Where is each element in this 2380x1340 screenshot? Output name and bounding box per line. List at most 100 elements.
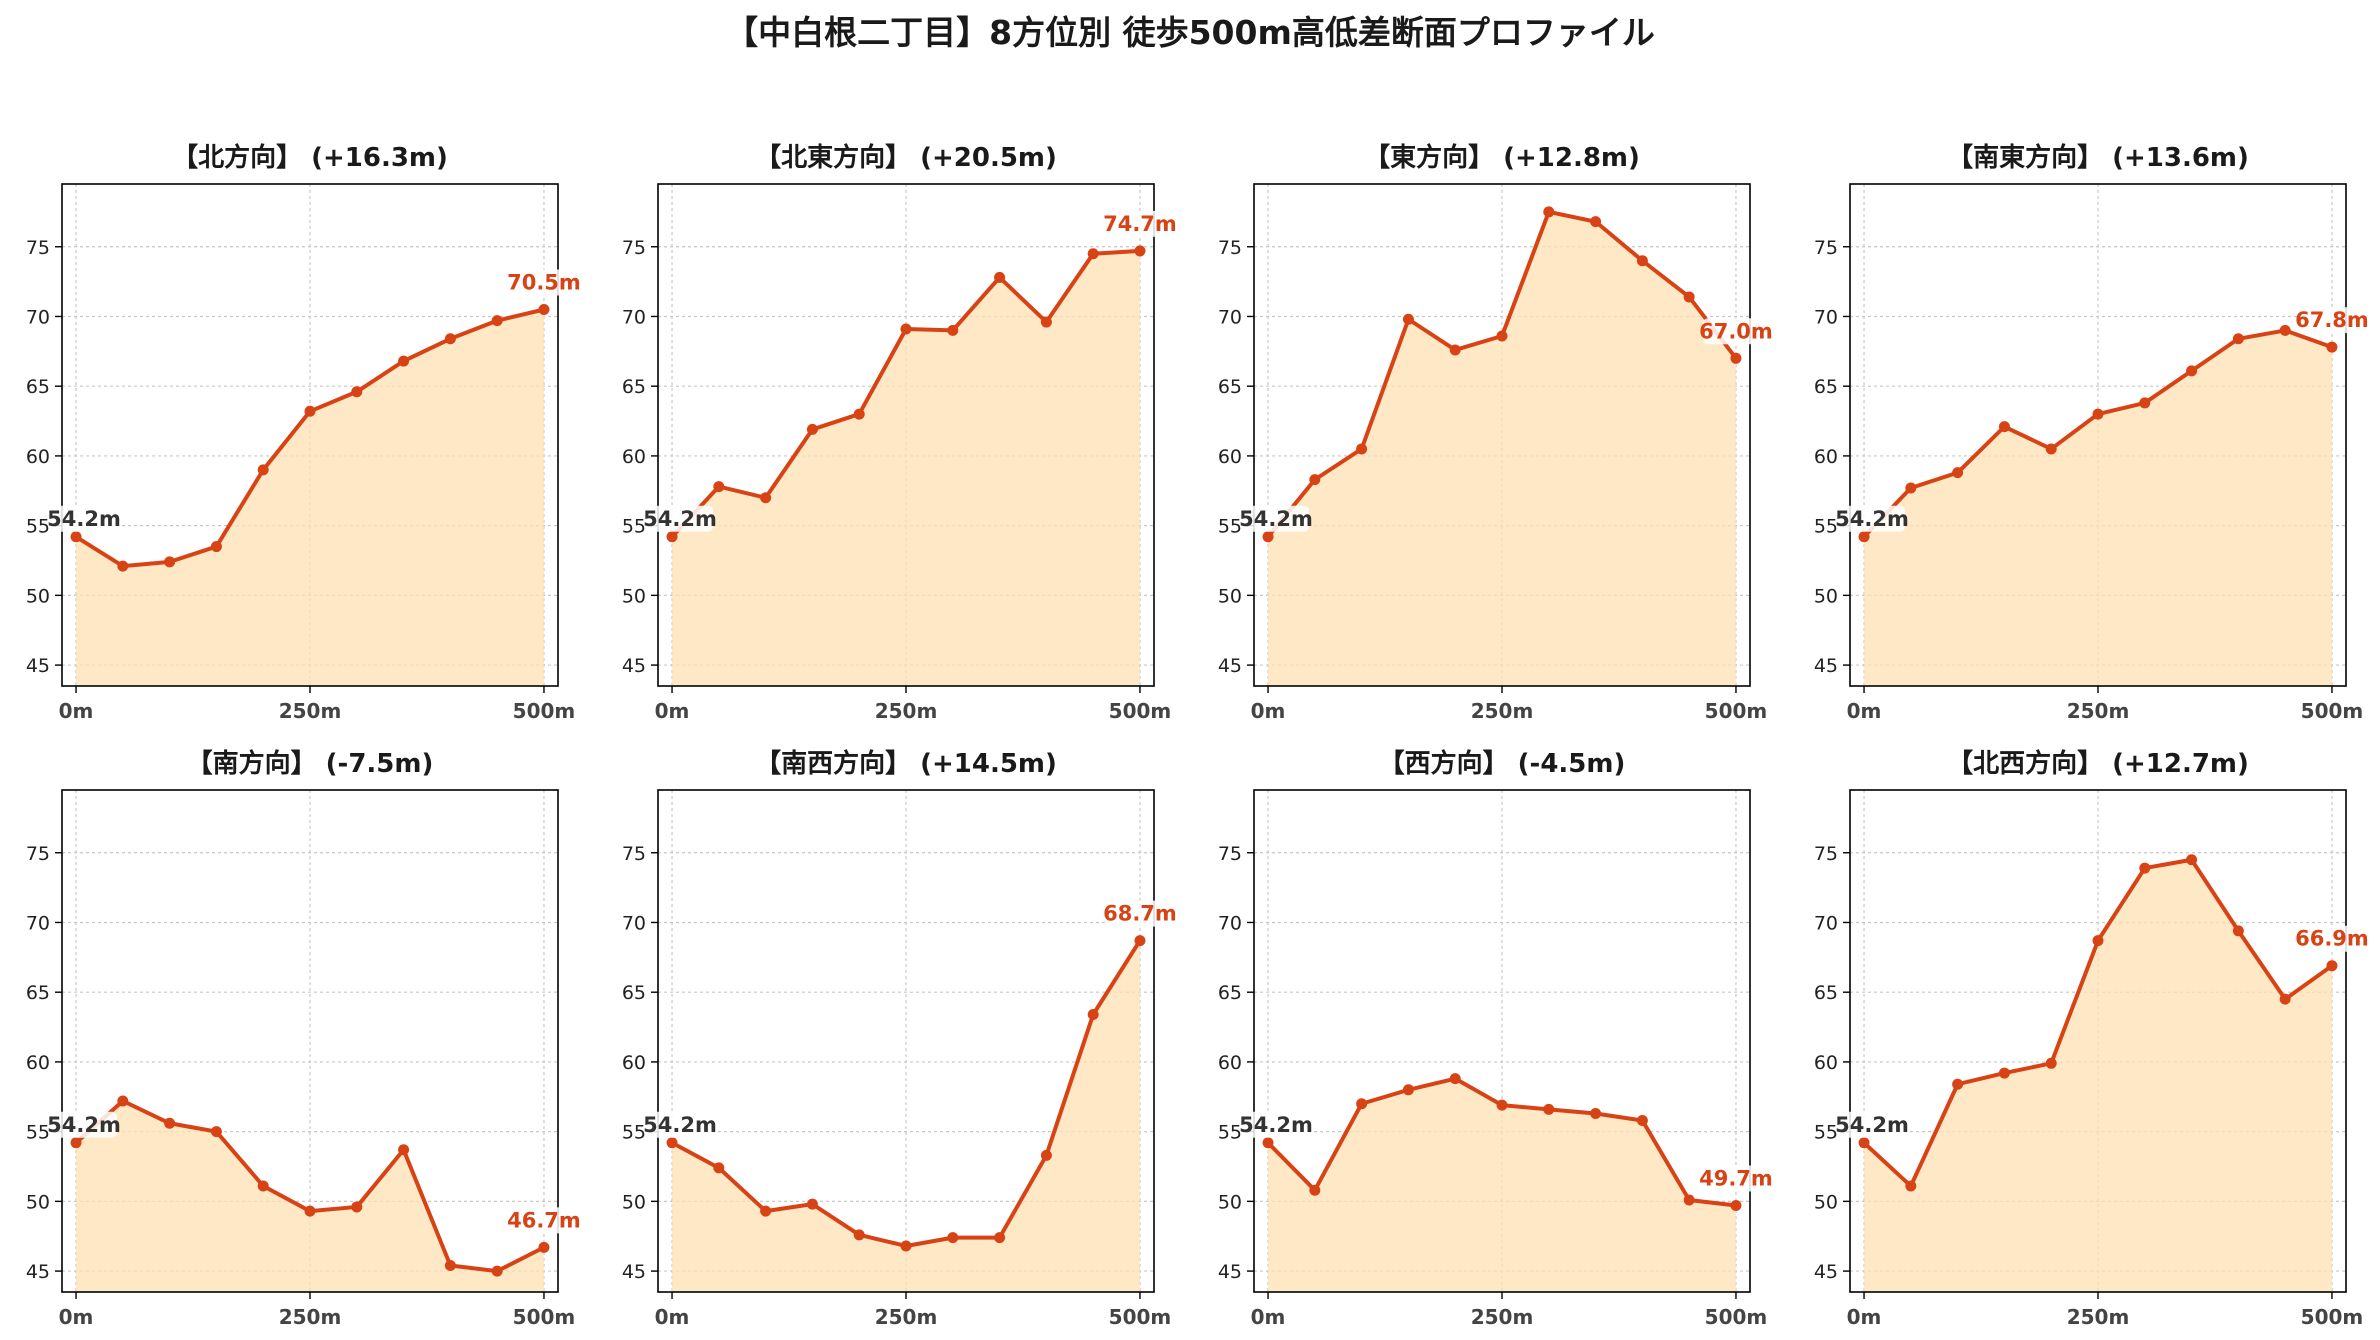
data-point xyxy=(70,531,82,543)
end-label-box xyxy=(2298,307,2365,334)
y-tick-label: 65 xyxy=(1218,982,1242,1004)
panel-0: 【北方向】 (+16.3m) 45 50 55 60 65 70 75 0m 250m 500m 54… xyxy=(26,142,581,723)
y-tick-label: 65 xyxy=(1814,982,1838,1004)
panel-3: 【南東方向】 (+13.6m) 45 50 55 60 65 70 75 0m 250m 500m 5… xyxy=(1814,142,2369,723)
y-tick-label: 45 xyxy=(26,1261,50,1283)
end-label: 70.5m xyxy=(507,271,581,295)
y-tick-label: 55 xyxy=(1814,516,1838,538)
x-tick-label: 500m xyxy=(1109,1305,1172,1329)
start-label: 54.2m xyxy=(1239,507,1313,531)
y-tick-label: 75 xyxy=(1218,237,1242,259)
y-tick-label: 70 xyxy=(622,912,646,934)
data-point xyxy=(666,531,678,543)
panel-4: 【南方向】 (-7.5m) 45 50 55 60 65 70 75 0m 250m 500m 54.… xyxy=(26,748,581,1329)
data-point xyxy=(257,464,269,476)
data-point xyxy=(1402,1084,1414,1096)
y-tick-label: 45 xyxy=(1814,655,1838,677)
y-tick-label: 65 xyxy=(1814,376,1838,398)
panel-6: 【西方向】 (-4.5m) 45 50 55 60 65 70 75 0m 250m 500m 54.… xyxy=(1218,748,1773,1329)
y-tick-label: 75 xyxy=(622,237,646,259)
data-point xyxy=(2186,854,2198,866)
data-point xyxy=(2326,341,2338,353)
data-point xyxy=(1134,245,1146,257)
x-tick-label: 250m xyxy=(279,699,342,723)
y-tick-label: 75 xyxy=(1814,237,1838,259)
start-label-box xyxy=(1839,1111,1906,1138)
data-point xyxy=(1087,1009,1099,1021)
start-label-box xyxy=(1243,505,1310,532)
data-point xyxy=(1683,1194,1695,1206)
end-label: 49.7m xyxy=(1699,1167,1773,1191)
x-tick-label: 500m xyxy=(1705,699,1768,723)
panel-title: 【北東方向】 (+20.5m) xyxy=(755,142,1057,173)
y-tick-label: 55 xyxy=(1218,516,1242,538)
data-point xyxy=(538,1241,550,1253)
x-tick-label: 250m xyxy=(2067,699,2130,723)
y-tick-label: 60 xyxy=(1814,446,1838,468)
data-point xyxy=(2092,935,2104,947)
data-point xyxy=(70,1137,82,1149)
y-tick-label: 60 xyxy=(1814,1052,1838,1074)
start-label-box xyxy=(51,1111,118,1138)
start-label: 54.2m xyxy=(643,507,717,531)
data-point xyxy=(1952,1078,1964,1090)
data-point xyxy=(117,1095,129,1107)
area-fill xyxy=(1268,1078,1736,1292)
data-point xyxy=(1905,1180,1917,1192)
data-point xyxy=(2092,408,2104,420)
y-tick-label: 60 xyxy=(622,446,646,468)
data-point xyxy=(713,481,725,493)
end-label-box xyxy=(1106,900,1173,927)
data-point xyxy=(900,323,912,335)
y-tick-label: 60 xyxy=(1218,446,1242,468)
data-point xyxy=(853,408,865,420)
data-point xyxy=(444,333,456,345)
panels: 【北方向】 (+16.3m) 45 50 55 60 65 70 75 0m 250m 500m 54… xyxy=(26,142,2369,1329)
start-label: 54.2m xyxy=(1835,507,1909,531)
data-point xyxy=(1858,531,1870,543)
start-label: 54.2m xyxy=(1239,1113,1313,1137)
y-tick-label: 50 xyxy=(622,1191,646,1213)
end-label-box xyxy=(2298,925,2365,952)
end-label: 67.0m xyxy=(1699,319,1773,343)
end-label-box xyxy=(1106,210,1173,237)
y-tick-label: 65 xyxy=(622,376,646,398)
start-label: 54.2m xyxy=(47,507,121,531)
y-tick-label: 75 xyxy=(622,843,646,865)
x-tick-label: 250m xyxy=(1471,699,1534,723)
data-point xyxy=(947,324,959,336)
data-point xyxy=(1262,1137,1274,1149)
y-tick-label: 55 xyxy=(1218,1122,1242,1144)
y-tick-label: 65 xyxy=(26,982,50,1004)
y-tick-label: 55 xyxy=(622,1122,646,1144)
y-tick-label: 55 xyxy=(622,516,646,538)
data-point xyxy=(398,1144,410,1156)
y-tick-label: 45 xyxy=(1814,1261,1838,1283)
panel-title: 【南方向】 (-7.5m) xyxy=(187,748,434,779)
y-tick-label: 70 xyxy=(26,912,50,934)
x-tick-label: 250m xyxy=(875,1305,938,1329)
area-fill xyxy=(76,1100,544,1292)
data-point xyxy=(1087,248,1099,260)
panel-title: 【南東方向】 (+13.6m) xyxy=(1947,142,2249,173)
x-tick-label: 250m xyxy=(1471,1305,1534,1329)
start-label-box xyxy=(647,505,714,532)
x-tick-label: 500m xyxy=(2301,1305,2364,1329)
data-point xyxy=(491,1265,503,1277)
data-point xyxy=(1356,1098,1368,1110)
panel-title: 【北方向】 (+16.3m) xyxy=(172,142,448,173)
x-tick-label: 0m xyxy=(59,1305,94,1329)
data-point xyxy=(666,1137,678,1149)
area-fill xyxy=(1864,859,2332,1292)
data-point xyxy=(117,560,129,572)
y-tick-label: 70 xyxy=(1814,912,1838,934)
x-tick-label: 0m xyxy=(655,699,690,723)
area-fill xyxy=(672,250,1140,686)
x-tick-label: 0m xyxy=(1847,699,1882,723)
data-point xyxy=(1730,1200,1742,1212)
x-tick-label: 0m xyxy=(1251,699,1286,723)
data-point xyxy=(1858,1137,1870,1149)
start-label: 54.2m xyxy=(1835,1113,1909,1137)
data-point xyxy=(1636,255,1648,267)
